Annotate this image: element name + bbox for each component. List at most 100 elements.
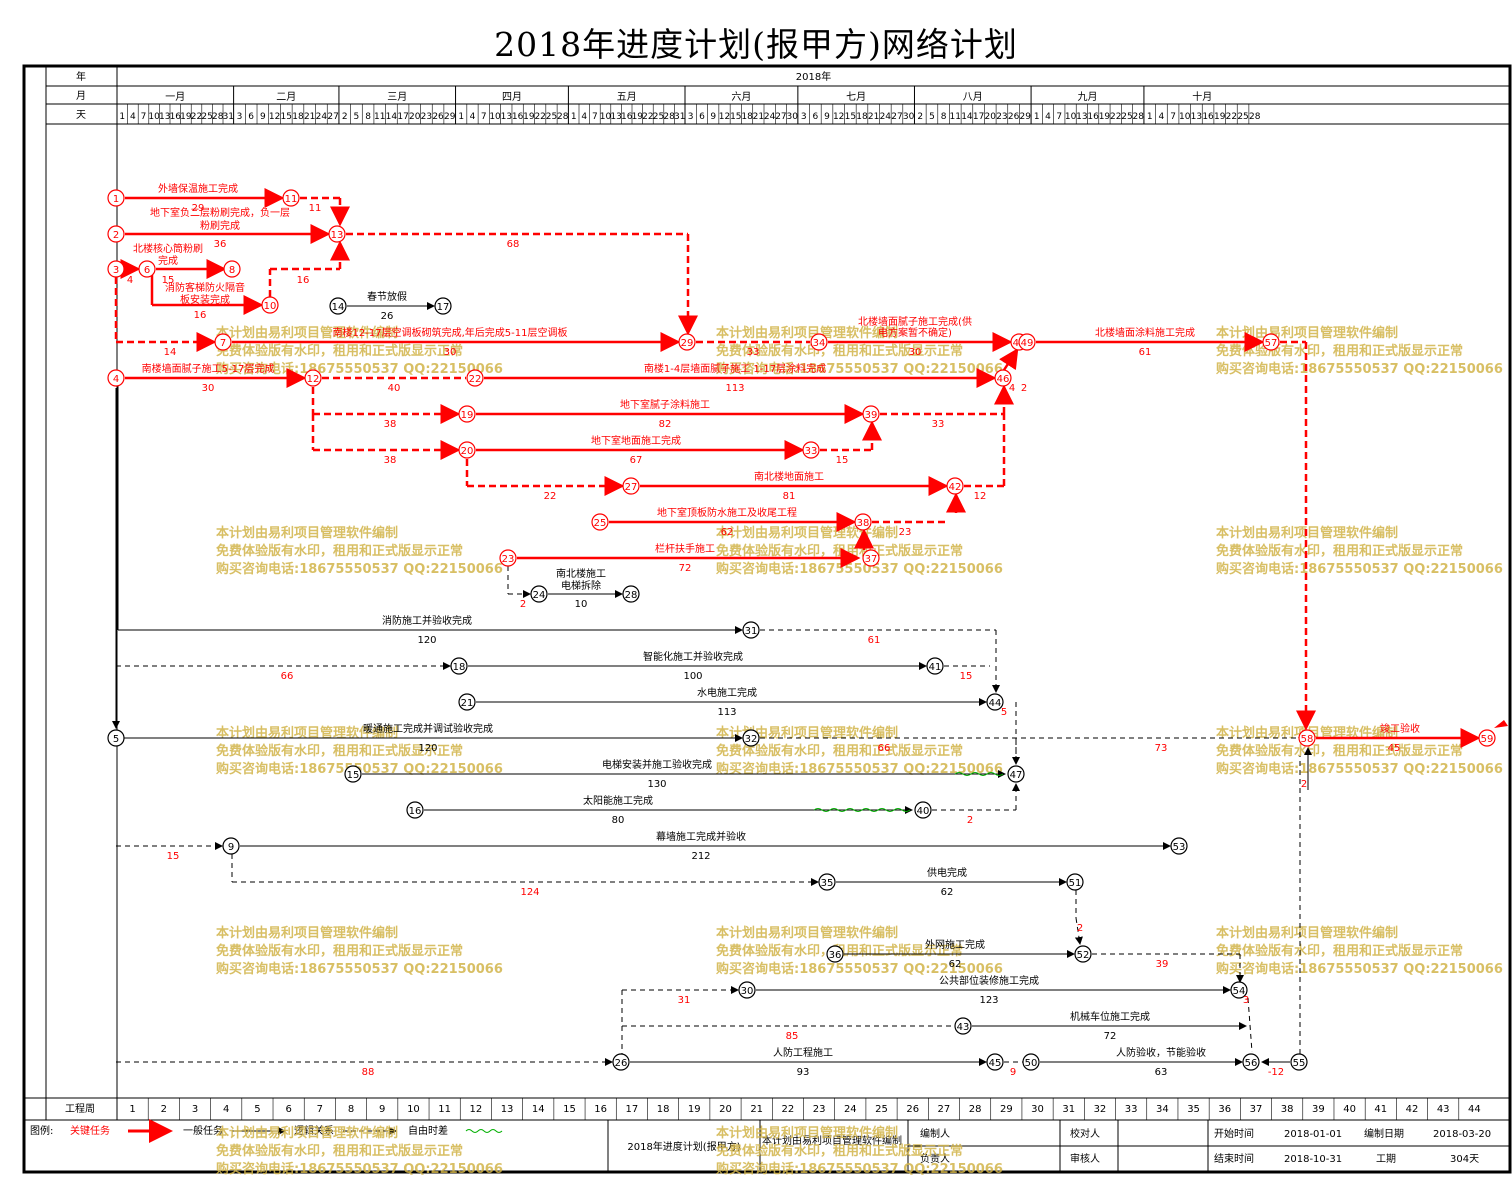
node-circle — [434, 297, 452, 315]
watermark-text: 免费体验版有水印，租用和正式版显示正常 — [716, 743, 963, 759]
watermark-text: 本计划由易利项目管理软件编制 — [216, 1125, 398, 1141]
week-number: 14 — [532, 1104, 545, 1115]
activity-label: 人防验收，节能验收 — [1116, 1046, 1206, 1059]
day-tick: 10 — [148, 112, 160, 122]
week-number: 21 — [750, 1104, 763, 1115]
month-name: 四月 — [502, 91, 522, 103]
day-tick: 19 — [523, 112, 535, 122]
activity-duration: 62 — [941, 887, 954, 898]
arrow — [999, 347, 1019, 371]
day-tick: 1 — [119, 112, 125, 122]
activity-duration: 120 — [418, 743, 437, 754]
node-circle — [223, 260, 241, 278]
watermark-text: 购买咨询电话:18675550537 QQ:22150066 — [1216, 361, 1503, 377]
node-id: 15 — [347, 770, 360, 781]
activity-duration: 80 — [612, 815, 625, 826]
day-tick: 22 — [1226, 112, 1237, 122]
node-circle — [810, 333, 828, 351]
activity-label: 暖通施工完成并调试验收完成 — [363, 722, 493, 735]
week-number: 7 — [317, 1104, 323, 1115]
day-tick: 13 — [1076, 112, 1087, 122]
node-id: 9 — [228, 842, 234, 853]
day-tick: 12 — [719, 112, 730, 122]
free-float: 23 — [899, 527, 912, 538]
activity-label: 水电施工完成 — [697, 686, 757, 699]
day-tick: 11 — [374, 112, 385, 122]
node-circle — [214, 333, 232, 351]
free-float: 39 — [1156, 959, 1169, 970]
node-id: 31 — [745, 626, 758, 637]
day-tick: 31 — [223, 112, 234, 122]
day-tick: 19 — [1099, 112, 1111, 122]
node-circle — [1018, 333, 1036, 351]
node-id: 53 — [1173, 842, 1186, 853]
activity-duration: 72 — [679, 563, 692, 574]
week-label: 工程周 — [65, 1103, 95, 1115]
free-float: -12 — [1268, 1067, 1284, 1078]
node-circle — [946, 477, 964, 495]
free-float: 12 — [974, 491, 987, 502]
node-circle — [107, 189, 125, 207]
day-tick: 27 — [327, 112, 338, 122]
label-start: 开始时间 — [1214, 1127, 1254, 1140]
day-tick: 9 — [710, 112, 716, 122]
week-number: 26 — [906, 1104, 919, 1115]
node-id: 7 — [220, 338, 226, 349]
day-tick: 30 — [903, 112, 915, 122]
free-float: 73 — [1155, 743, 1168, 754]
activity-label: 消防客梯防火隔音 — [165, 281, 245, 294]
node-id: 35 — [821, 878, 834, 889]
activity-duration: 130 — [647, 779, 666, 790]
day-tick: 19 — [180, 112, 192, 122]
day-tick: 7 — [592, 112, 598, 122]
week-number: 18 — [657, 1104, 670, 1115]
day-tick: 20 — [409, 112, 421, 122]
week-number: 5 — [254, 1104, 260, 1115]
legend-logic: 逻辑关系 — [294, 1124, 334, 1137]
day-tick: 5 — [354, 112, 360, 122]
day-tick: 15 — [845, 112, 856, 122]
node-id: 13 — [331, 230, 344, 241]
free-float: 38 — [384, 455, 397, 466]
day-tick: 16 — [1087, 112, 1099, 122]
week-number: 38 — [1281, 1104, 1294, 1115]
week-number: 43 — [1437, 1104, 1450, 1115]
day-tick: 4 — [130, 112, 136, 122]
activity-duration: 81 — [783, 491, 796, 502]
node-circle — [986, 1053, 1004, 1071]
activity-duration: 16 — [194, 310, 207, 321]
free-float: 15 — [836, 455, 849, 466]
activity-label: 公共部位装修施工完成 — [939, 974, 1039, 987]
node-circle — [466, 369, 484, 387]
node-id: 14 — [332, 302, 345, 313]
activity-label: 粉刷完成 — [200, 219, 240, 232]
day-label: 天 — [76, 110, 86, 121]
node-circle — [458, 693, 476, 711]
node-circle — [261, 296, 279, 314]
day-tick: 19 — [1214, 112, 1226, 122]
week-number: 20 — [719, 1104, 732, 1115]
node-circle — [1230, 981, 1248, 999]
label-made: 编制日期 — [1364, 1127, 1404, 1140]
activity-duration: 123 — [979, 995, 998, 1006]
month-name: 二月 — [276, 91, 296, 103]
day-tick: 10 — [600, 112, 612, 122]
node-id: 17 — [437, 302, 450, 313]
node-id: 22 — [469, 374, 482, 385]
year-label: 年 — [76, 70, 86, 83]
node-circle — [1298, 729, 1316, 747]
activity-label: 北楼核心筒粉刷 — [133, 242, 203, 255]
month-label: 月 — [76, 90, 86, 102]
node-circle — [802, 441, 820, 459]
watermark-text: 本计划由易利项目管理软件编制 — [716, 1125, 898, 1141]
node-circle — [742, 621, 760, 639]
legend-normal: 一般任务 — [183, 1124, 223, 1137]
free-float: 3 — [1243, 995, 1249, 1006]
node-id: 39 — [865, 410, 878, 421]
week-number: 11 — [438, 1104, 451, 1115]
day-tick: 9 — [260, 112, 266, 122]
free-float: 2 — [1021, 383, 1027, 394]
free-float: 4 — [1009, 383, 1015, 394]
day-tick: 11 — [950, 112, 961, 122]
